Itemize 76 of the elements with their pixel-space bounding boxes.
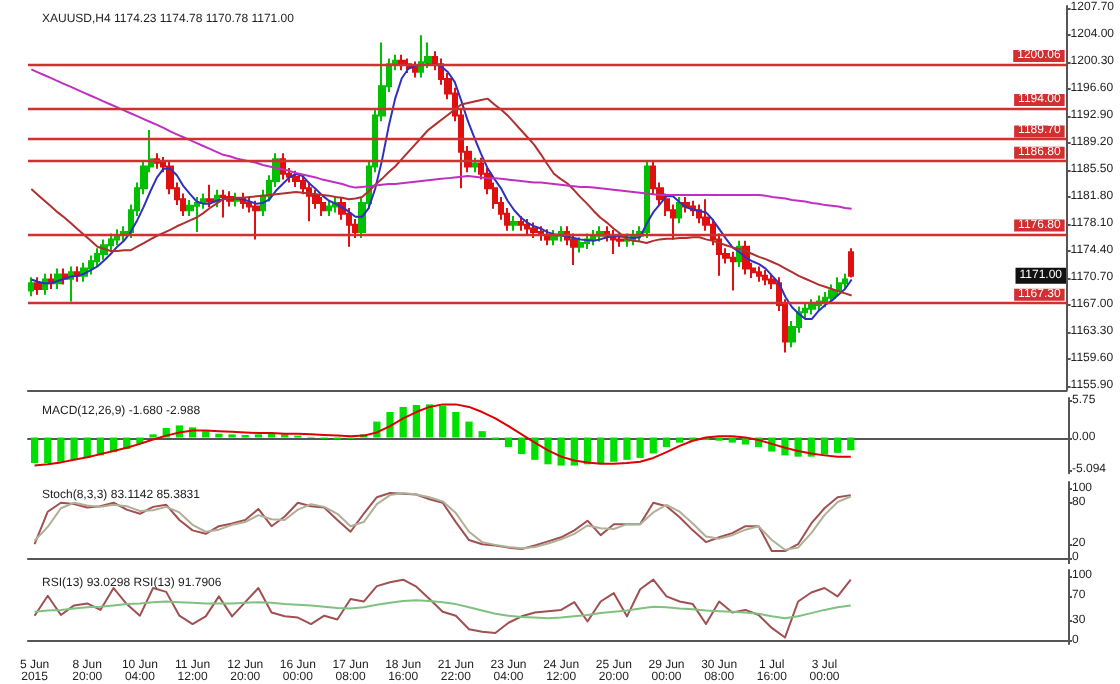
candlestick — [676, 196, 682, 225]
line-series — [33, 578, 852, 639]
bar — [478, 431, 486, 438]
bar — [518, 437, 526, 455]
bar — [834, 437, 842, 453]
candlestick — [836, 276, 842, 298]
bar — [544, 437, 552, 465]
candlestick — [616, 232, 624, 248]
candlestick — [808, 298, 816, 316]
bar — [504, 437, 513, 448]
bar — [820, 437, 829, 455]
bar — [425, 404, 434, 438]
bar — [662, 437, 671, 448]
candlestick — [74, 265, 80, 283]
candlestick — [578, 236, 584, 254]
line-series — [33, 403, 852, 467]
candlestick — [418, 34, 424, 79]
bar — [847, 437, 855, 451]
candlestick — [326, 199, 332, 218]
candlestick — [88, 254, 94, 276]
bar — [386, 412, 394, 438]
candlestick — [94, 247, 100, 269]
candlestick — [570, 232, 578, 266]
bar — [636, 437, 644, 458]
candlestick — [730, 250, 736, 292]
candlestick — [320, 196, 326, 218]
candlestick — [28, 276, 34, 298]
candlestick — [650, 159, 656, 196]
candlestick — [114, 228, 120, 247]
candlestick — [346, 207, 352, 248]
bar — [465, 421, 473, 438]
candlestick — [524, 217, 530, 236]
candlestick — [48, 272, 54, 290]
bar — [439, 405, 447, 438]
candlestick — [842, 272, 848, 290]
candlestick — [510, 215, 518, 232]
bar — [30, 437, 39, 464]
candlestick — [68, 265, 74, 303]
candlestick — [644, 159, 650, 239]
bar — [610, 437, 618, 462]
bar — [412, 405, 420, 438]
candlestick — [610, 228, 616, 255]
bar — [623, 437, 631, 460]
bar — [728, 437, 736, 443]
candlestick — [472, 156, 478, 174]
line-series — [30, 68, 853, 210]
candlestick — [756, 265, 762, 283]
candlestick — [530, 221, 538, 239]
candlestick — [848, 247, 854, 279]
line-series — [33, 599, 852, 620]
bar — [676, 437, 684, 443]
candlestick — [34, 276, 42, 296]
bar — [557, 437, 565, 466]
candlestick — [194, 196, 200, 234]
candlestick — [518, 215, 524, 232]
bar — [57, 437, 65, 462]
candlestick — [550, 228, 558, 247]
bar — [649, 437, 657, 454]
candlestick — [292, 169, 300, 188]
candlestick — [412, 60, 418, 79]
candlestick — [398, 53, 406, 72]
candlestick — [108, 232, 114, 253]
line-series — [30, 97, 853, 297]
bar — [44, 437, 52, 464]
candlestick — [424, 41, 432, 69]
line-series — [30, 63, 853, 320]
candlestick — [206, 183, 214, 209]
bar — [452, 412, 460, 438]
candlestick — [306, 181, 312, 223]
bar — [70, 437, 78, 460]
candlestick — [822, 290, 828, 309]
candlestick — [220, 188, 226, 219]
candlestick — [762, 269, 768, 287]
bar — [597, 437, 605, 464]
candlestick — [252, 199, 260, 241]
bar — [399, 406, 407, 438]
